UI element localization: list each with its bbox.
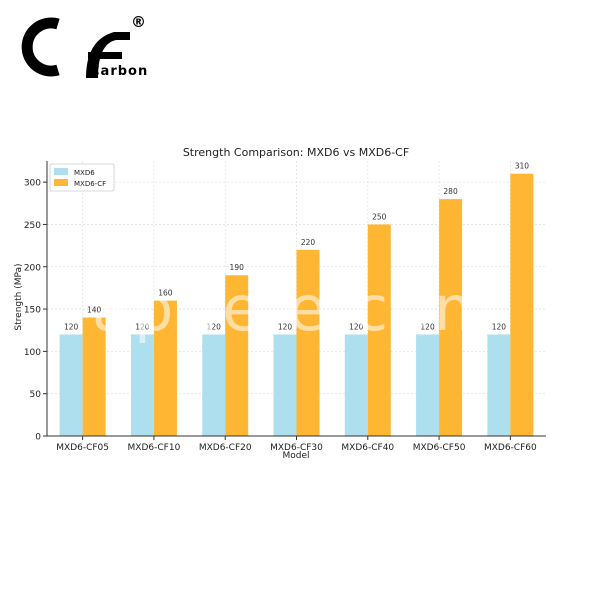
x-tick-label: MXD6-CF50 — [413, 443, 466, 453]
bar-mxd6-mxd6-cf30 — [273, 334, 297, 436]
bar-mxd6-mxd6-cf20 — [202, 334, 226, 436]
bar-mxd6-mxd6-cf50 — [416, 334, 440, 436]
data-label: 120 — [207, 322, 222, 331]
data-label: 140 — [87, 306, 102, 315]
bar-mxd6-cf-mxd6-cf20 — [225, 275, 249, 436]
legend-label-mxd6: MXD6 — [74, 169, 95, 177]
data-label: 120 — [420, 322, 435, 331]
y-tick-label: 200 — [24, 263, 41, 273]
registered-mark: ® — [131, 13, 146, 31]
data-label: 120 — [492, 322, 507, 331]
x-tick-label: MXD6-CF05 — [56, 443, 109, 453]
data-labels: 120 140 120 160 120 190 120 220 120 250 120 280 120 3… — [64, 162, 529, 332]
data-label: 120 — [278, 322, 293, 331]
bar-mxd6-cf-mxd6-cf50 — [439, 199, 463, 436]
data-label: 120 — [64, 322, 79, 331]
data-label: 250 — [372, 212, 387, 221]
chart-title: Strength Comparison: MXD6 vs MXD6-CF — [183, 146, 409, 159]
data-label: 190 — [230, 263, 245, 272]
y-axis-label: Strength (MPa) — [14, 263, 24, 330]
data-label: 310 — [515, 162, 530, 171]
brand-logo: ® Carbon — [14, 12, 154, 86]
data-label: 160 — [158, 289, 173, 298]
data-label: 220 — [301, 238, 316, 247]
data-label: 120 — [135, 322, 150, 331]
y-tick-label: 0 — [35, 433, 41, 443]
y-tick-label: 100 — [24, 348, 41, 358]
data-label: 120 — [349, 322, 364, 331]
cf-monogram-logo — [21, 17, 130, 78]
bar-mxd6-mxd6-cf10 — [130, 334, 154, 436]
y-tick-label: 50 — [30, 390, 42, 400]
bar-mxd6-cf-mxd6-cf10 — [153, 300, 177, 436]
y-tick-label: 150 — [24, 306, 41, 316]
x-tick-label: MXD6-CF60 — [484, 443, 537, 453]
bar-mxd6-cf-mxd6-cf05 — [82, 317, 106, 436]
legend-swatch-mxd6-cf — [54, 179, 68, 186]
x-tick-label: MXD6-CF30 — [270, 443, 323, 453]
bar-mxd6-cf-mxd6-cf60 — [510, 173, 534, 436]
x-tick-label: MXD6-CF10 — [128, 443, 181, 453]
data-label: 280 — [443, 187, 458, 196]
y-tick-label: 250 — [24, 221, 41, 231]
bar-mxd6-cf-mxd6-cf40 — [367, 224, 391, 436]
x-tick-label: MXD6-CF40 — [341, 443, 394, 453]
bars — [59, 173, 534, 436]
bar-mxd6-cf-mxd6-cf30 — [296, 249, 320, 436]
axes: 0 50 100 150 200 250 300 MXD6-CF05 MXD6-CF10 MXD6… — [24, 161, 546, 453]
bar-mxd6-mxd6-cf05 — [59, 334, 83, 436]
brand-wordmark: Carbon — [90, 64, 149, 79]
x-tick-label: MXD6-CF20 — [199, 443, 252, 453]
bar-mxd6-mxd6-cf60 — [487, 334, 511, 436]
y-tick-label: 300 — [24, 179, 41, 189]
legend-swatch-mxd6 — [54, 168, 68, 175]
x-axis-label: Model — [282, 451, 309, 461]
bar-mxd6-mxd6-cf40 — [344, 334, 368, 436]
chart-legend: MXD6 MXD6-CF — [49, 163, 115, 192]
legend-label-mxd6-cf: MXD6-CF — [74, 180, 106, 188]
